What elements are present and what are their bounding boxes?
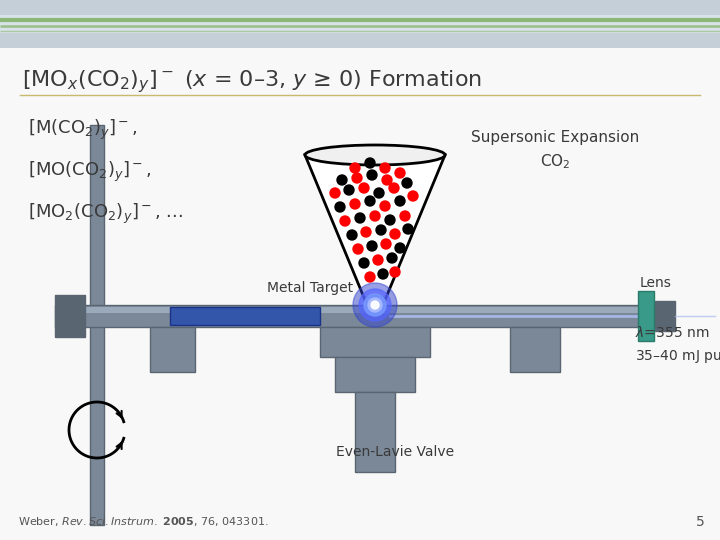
- Circle shape: [378, 269, 388, 279]
- FancyBboxPatch shape: [335, 357, 415, 392]
- FancyBboxPatch shape: [55, 305, 655, 327]
- Circle shape: [390, 267, 400, 277]
- Circle shape: [359, 258, 369, 268]
- Circle shape: [367, 241, 377, 251]
- Text: Metal Target: Metal Target: [267, 281, 353, 295]
- Circle shape: [395, 168, 405, 178]
- Circle shape: [380, 163, 390, 173]
- Polygon shape: [305, 155, 445, 300]
- Circle shape: [368, 298, 382, 312]
- FancyBboxPatch shape: [320, 327, 430, 357]
- FancyBboxPatch shape: [510, 327, 560, 372]
- Circle shape: [347, 230, 357, 240]
- Circle shape: [364, 294, 386, 316]
- Circle shape: [374, 188, 384, 198]
- Circle shape: [381, 239, 391, 249]
- Circle shape: [395, 196, 405, 206]
- Circle shape: [373, 255, 383, 265]
- Circle shape: [367, 170, 377, 180]
- FancyBboxPatch shape: [0, 0, 720, 48]
- Text: [M(CO$_2$)$_y$]$^-$,: [M(CO$_2$)$_y$]$^-$,: [28, 118, 138, 142]
- Circle shape: [355, 213, 365, 223]
- FancyBboxPatch shape: [170, 307, 320, 325]
- FancyBboxPatch shape: [55, 307, 655, 313]
- Circle shape: [340, 216, 350, 226]
- Circle shape: [365, 158, 375, 168]
- Circle shape: [380, 201, 390, 211]
- FancyBboxPatch shape: [55, 295, 85, 337]
- Circle shape: [337, 175, 347, 185]
- Circle shape: [350, 163, 360, 173]
- Circle shape: [352, 173, 362, 183]
- FancyBboxPatch shape: [150, 327, 195, 372]
- Circle shape: [376, 225, 386, 235]
- Circle shape: [382, 175, 392, 185]
- Circle shape: [390, 229, 400, 239]
- Text: 35–40 mJ pulse$^{-1}$: 35–40 mJ pulse$^{-1}$: [635, 345, 720, 367]
- FancyBboxPatch shape: [655, 301, 675, 331]
- Text: [MO(CO$_2$)$_y$]$^-$,: [MO(CO$_2$)$_y$]$^-$,: [28, 160, 151, 184]
- Circle shape: [370, 211, 380, 221]
- Ellipse shape: [305, 145, 445, 165]
- Circle shape: [359, 289, 391, 321]
- Text: Supersonic Expansion: Supersonic Expansion: [471, 130, 639, 145]
- Circle shape: [344, 185, 354, 195]
- Circle shape: [385, 215, 395, 225]
- FancyBboxPatch shape: [90, 125, 104, 525]
- FancyBboxPatch shape: [0, 15, 720, 33]
- Circle shape: [400, 211, 410, 221]
- Ellipse shape: [365, 296, 385, 304]
- Circle shape: [359, 183, 369, 193]
- Circle shape: [387, 253, 397, 263]
- Circle shape: [403, 224, 413, 234]
- Circle shape: [353, 244, 363, 254]
- Circle shape: [395, 243, 405, 253]
- FancyBboxPatch shape: [638, 291, 654, 341]
- Text: CO$_2$: CO$_2$: [540, 152, 570, 171]
- Circle shape: [330, 188, 340, 198]
- Text: Lens: Lens: [640, 276, 672, 290]
- Circle shape: [335, 202, 345, 212]
- Text: Weber, $\it{Rev. Sci. Instrum.}$ $\bf{2005}$, 76, 043301.: Weber, $\it{Rev. Sci. Instrum.}$ $\bf{20…: [18, 515, 269, 528]
- Circle shape: [402, 178, 412, 188]
- Text: 5: 5: [696, 515, 705, 529]
- Circle shape: [365, 272, 375, 282]
- Text: Even-Lavie Valve: Even-Lavie Valve: [336, 445, 454, 459]
- Circle shape: [371, 301, 379, 309]
- FancyBboxPatch shape: [0, 48, 720, 540]
- Text: $\lambda$=355 nm: $\lambda$=355 nm: [635, 325, 709, 340]
- Circle shape: [365, 196, 375, 206]
- Circle shape: [408, 191, 418, 201]
- Circle shape: [389, 183, 399, 193]
- Circle shape: [350, 199, 360, 209]
- FancyBboxPatch shape: [355, 392, 395, 472]
- Circle shape: [353, 283, 397, 327]
- Circle shape: [361, 227, 371, 237]
- Text: [MO$_x$(CO$_2$)$_y$]$^-$ ($x$ = 0–3, $y$ ≥ 0) Formation: [MO$_x$(CO$_2$)$_y$]$^-$ ($x$ = 0–3, $y$…: [22, 68, 482, 95]
- Text: [MO$_2$(CO$_2$)$_y$]$^-$, ...: [MO$_2$(CO$_2$)$_y$]$^-$, ...: [28, 202, 183, 226]
